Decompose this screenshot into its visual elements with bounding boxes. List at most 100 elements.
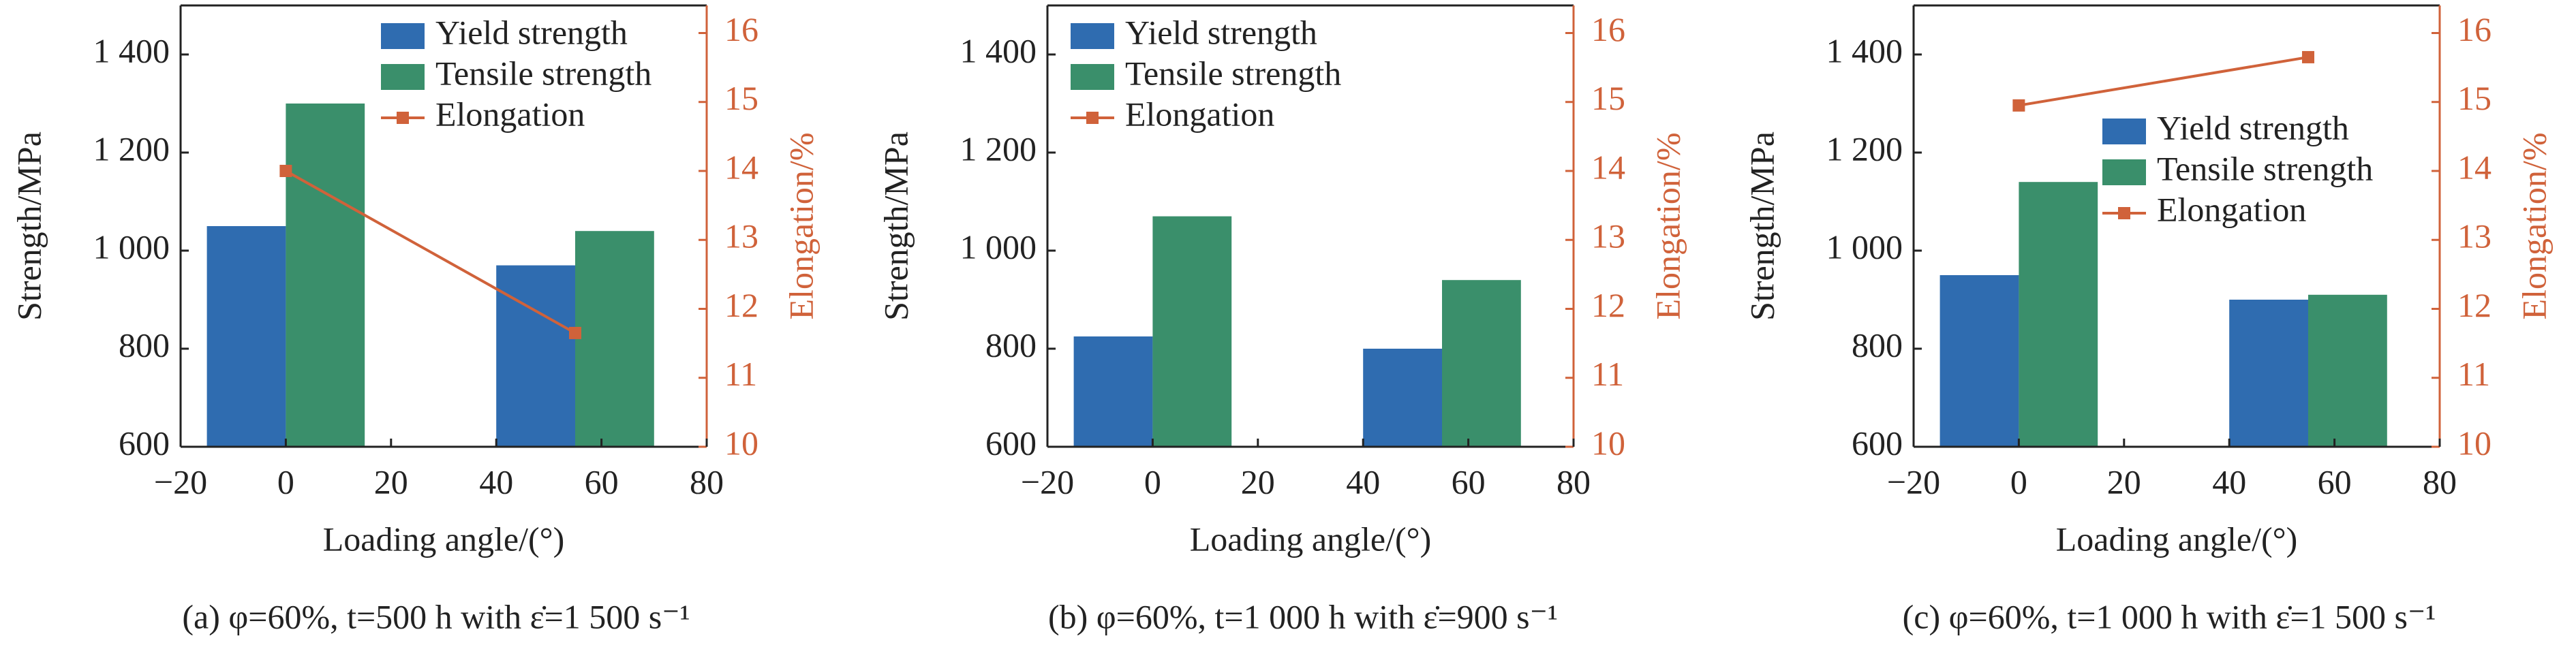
- x-tick-label: 20: [374, 462, 408, 501]
- bar: [1363, 349, 1442, 447]
- x-tick-label: 40: [2212, 462, 2246, 501]
- caption: (a) φ=60%, t=500 h with ε̇=1 500 s⁻¹: [182, 597, 690, 635]
- bar: [1152, 216, 1232, 447]
- legend-swatch: [1071, 64, 1114, 90]
- y2-tick-label: 11: [1591, 355, 1624, 393]
- y2-tick-label: 14: [1591, 148, 1625, 186]
- legend-marker: [397, 112, 409, 124]
- y2-tick-label: 13: [724, 217, 758, 255]
- x-axis-label: Loading angle/(°): [1190, 520, 1432, 558]
- bar: [206, 226, 286, 447]
- x-tick-label: 60: [1452, 462, 1486, 501]
- elongation-marker: [279, 165, 292, 177]
- y2-tick-label: 12: [2457, 286, 2491, 324]
- x-tick-label: 0: [2010, 462, 2027, 501]
- y2-tick-label: 12: [724, 286, 758, 324]
- legend-label: Elongation: [435, 95, 585, 133]
- x-axis-label: Loading angle/(°): [323, 520, 565, 558]
- panel: 600 800 1 000 1 200 1 400 10 11 12 13 14 15 16 −20 0 2…: [876, 4, 1687, 635]
- y2-tick-label: 16: [724, 10, 758, 48]
- y2-tick-label: 15: [724, 79, 758, 117]
- x-tick-label: −20: [154, 462, 207, 501]
- caption: (c) φ=60%, t=1 000 h with ε̇=1 500 s⁻¹: [1903, 597, 2436, 635]
- y-tick-label: 1 400: [93, 31, 170, 69]
- legend-swatch: [2102, 119, 2146, 144]
- bar: [2308, 294, 2387, 447]
- bar: [1073, 336, 1153, 447]
- legend-label: Yield strength: [435, 13, 628, 51]
- bar: [2019, 182, 2098, 447]
- y-tick-label: 1 400: [1826, 31, 1903, 69]
- y2-tick-label: 11: [2457, 355, 2490, 393]
- bar: [286, 104, 365, 447]
- legend-label: Tensile strength: [435, 54, 651, 92]
- y-tick-label: 800: [1852, 326, 1903, 364]
- elongation-marker: [569, 326, 581, 339]
- y-axis-label: Strength/MPa: [1743, 131, 1781, 321]
- elongation-line: [285, 170, 576, 334]
- y2-tick-label: 11: [724, 355, 757, 393]
- y-axis-label: Strength/MPa: [10, 131, 48, 321]
- bar: [1939, 275, 2019, 447]
- x-tick-label: −20: [1021, 462, 1074, 501]
- y-tick-label: 600: [119, 424, 170, 462]
- y2-tick-label: 10: [2457, 424, 2491, 462]
- y-tick-label: 1 200: [960, 129, 1037, 168]
- legend-swatch: [1071, 23, 1114, 49]
- y-tick-label: 1 000: [1826, 227, 1903, 266]
- legend-marker: [1086, 112, 1099, 124]
- y2-tick-label: 14: [724, 148, 758, 186]
- legend-swatch: [381, 23, 425, 49]
- x-tick-label: 0: [277, 462, 294, 501]
- x-tick-label: 80: [690, 462, 724, 501]
- x-tick-label: 20: [2107, 462, 2141, 501]
- y-tick-label: 600: [1852, 424, 1903, 462]
- legend-label: Tensile strength: [1125, 54, 1341, 92]
- y-tick-label: 800: [119, 326, 170, 364]
- y2-axis-label: Elongation/%: [2515, 133, 2553, 320]
- x-tick-label: 60: [2318, 462, 2352, 501]
- y2-tick-label: 16: [1591, 10, 1625, 48]
- x-tick-label: 40: [479, 462, 513, 501]
- y-tick-label: 1 000: [93, 227, 170, 266]
- x-axis-label: Loading angle/(°): [2056, 520, 2298, 558]
- y2-tick-label: 15: [1591, 79, 1625, 117]
- x-tick-label: 20: [1241, 462, 1275, 501]
- y2-tick-label: 10: [1591, 424, 1625, 462]
- bar: [575, 231, 654, 447]
- x-tick-label: 80: [2423, 462, 2457, 501]
- panel: 600 800 1 000 1 200 1 400 10 11 12 13 14 15 16 −20 0 2…: [10, 4, 820, 635]
- y-tick-label: 1 400: [960, 31, 1037, 69]
- y2-axis-label: Elongation/%: [782, 133, 820, 320]
- y2-axis-label: Elongation/%: [1649, 133, 1687, 320]
- legend-swatch: [381, 64, 425, 90]
- y2-tick-label: 14: [2457, 148, 2491, 186]
- legend-label: Yield strength: [2157, 108, 2349, 146]
- legend-swatch: [2102, 159, 2146, 185]
- y-tick-label: 1 200: [1826, 129, 1903, 168]
- legend-label: Elongation: [2157, 190, 2306, 228]
- caption: (b) φ=60%, t=1 000 h with ε̇=900 s⁻¹: [1048, 597, 1558, 635]
- x-tick-label: 80: [1557, 462, 1591, 501]
- elongation-marker: [2012, 99, 2025, 112]
- x-tick-label: 40: [1346, 462, 1380, 501]
- elongation-line: [2019, 55, 2309, 107]
- y2-tick-label: 10: [724, 424, 758, 462]
- elongation-marker: [2302, 50, 2314, 63]
- y2-tick-label: 12: [1591, 286, 1625, 324]
- bar: [496, 265, 575, 447]
- y2-tick-label: 16: [2457, 10, 2491, 48]
- bar: [2229, 300, 2308, 447]
- y2-tick-label: 15: [2457, 79, 2491, 117]
- x-tick-label: 60: [585, 462, 619, 501]
- y-tick-label: 1 000: [960, 227, 1037, 266]
- x-tick-label: 0: [1144, 462, 1161, 501]
- y-tick-label: 1 200: [93, 129, 170, 168]
- y-tick-label: 600: [985, 424, 1037, 462]
- legend-marker: [2118, 207, 2130, 219]
- legend-label: Elongation: [1125, 95, 1274, 133]
- y-axis-label: Strength/MPa: [876, 131, 915, 321]
- y2-tick-label: 13: [1591, 217, 1625, 255]
- legend-label: Yield strength: [1125, 13, 1317, 51]
